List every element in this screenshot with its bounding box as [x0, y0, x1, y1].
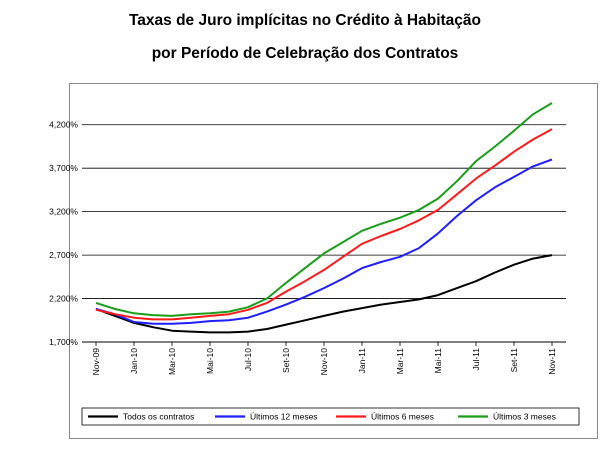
y-tick-label: 3,700%: [49, 163, 78, 173]
series-line: [95, 158, 553, 325]
legend-label: Últimos 3 meses: [493, 412, 556, 422]
y-tick-label: 3,200%: [49, 207, 78, 217]
chart-frame: [69, 83, 598, 439]
x-tick-label: Jul-11: [471, 348, 481, 371]
y-tick-label: 1,700%: [49, 337, 78, 347]
x-tick-label: Nov-10: [319, 348, 329, 376]
legend-label: Todos os contratos: [123, 412, 194, 422]
x-tick-label: Nov-09: [91, 348, 101, 376]
y-tick-label: 4,200%: [49, 120, 78, 130]
x-tick-label: Set-11: [509, 348, 519, 373]
x-tick-label: Set-10: [281, 348, 291, 373]
series-line: [95, 128, 553, 321]
x-tick-label: Mar-10: [167, 348, 177, 375]
legend-label: Últimos 6 meses: [371, 412, 434, 422]
series-line: [95, 254, 553, 334]
x-tick-label: Mar-11: [395, 348, 405, 375]
x-tick-label: Jul-10: [243, 348, 253, 371]
legend-box: [81, 407, 580, 426]
x-tick-label: Nov-11: [547, 348, 557, 375]
x-tick-label: Jan-10: [129, 348, 139, 374]
legend-label: Últimos 12 meses: [250, 412, 318, 422]
x-tick-label: Mai-11: [433, 348, 443, 374]
x-tick-label: Jan-11: [357, 348, 367, 374]
x-tick-label: Mai-10: [205, 348, 215, 374]
series-line: [95, 102, 553, 317]
chart-title-line-1: Taxas de Juro implícitas no Crédito à Ha…: [128, 12, 481, 29]
chart-title-line-2: por Período de Celebração dos Contratos: [151, 45, 459, 62]
y-tick-label: 2,700%: [49, 250, 78, 260]
y-tick-label: 2,200%: [49, 294, 78, 304]
